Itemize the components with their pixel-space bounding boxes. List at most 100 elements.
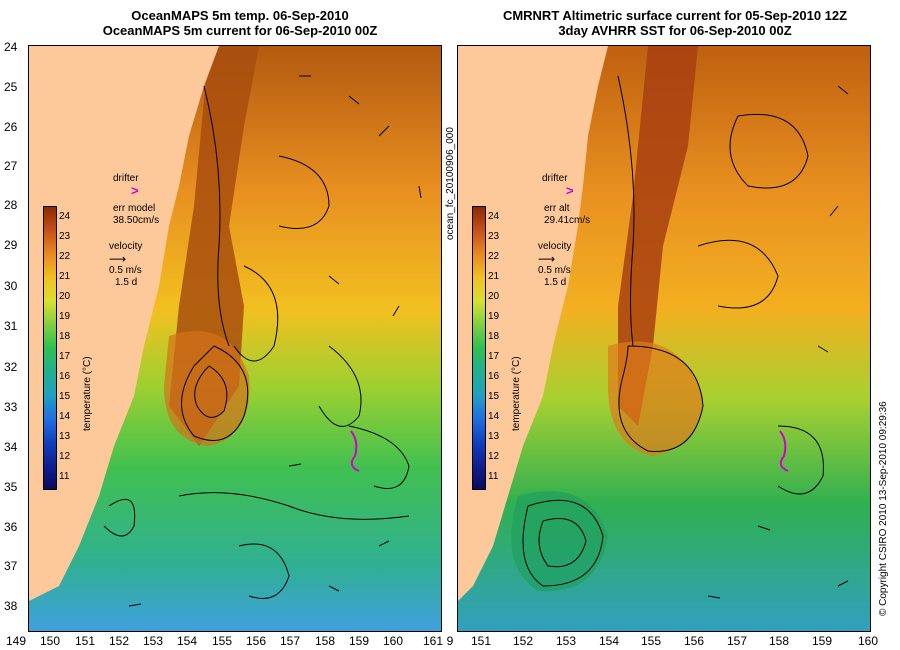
right-cb-tick: 24 — [488, 211, 500, 222]
right-cb-tick: 12 — [488, 451, 500, 462]
right-cb-tick: 13 — [488, 431, 500, 442]
y-tick-label: 26 — [4, 120, 18, 134]
left-x-tick-label: 154 — [176, 634, 198, 648]
left-cb-tick: 17 — [59, 351, 71, 362]
y-tick-label: 31 — [4, 319, 18, 333]
left-velocity-scale: 0.5 m/s — [109, 265, 142, 276]
left-cb-tick: 13 — [59, 431, 71, 442]
left-cb-tick: 24 — [59, 211, 71, 222]
right-cb-tick: 15 — [488, 391, 500, 402]
right-x-tick-label: 160 — [857, 634, 879, 648]
left-err-value: 38.50cm/s — [113, 215, 160, 226]
left-colorbar-title: temperature (°C) — [82, 356, 93, 431]
left-cb-tick: 16 — [59, 371, 71, 382]
left-x-tick-label: 159 — [348, 634, 370, 648]
left-warm-eddy — [164, 331, 250, 446]
right-x-prefix: 9 — [446, 634, 454, 648]
y-tick-label: 35 — [4, 480, 18, 494]
right-cb-tick: 14 — [488, 411, 500, 422]
left-x-tick-label: 156 — [245, 634, 267, 648]
right-drifter-label: drifter — [542, 173, 568, 184]
left-cb-tick: 11 — [59, 471, 70, 482]
y-tick-label: 29 — [4, 238, 18, 252]
left-cb-tick: 15 — [59, 391, 71, 402]
right-eac-core — [618, 46, 698, 426]
right-cb-tick: 19 — [488, 311, 500, 322]
right-cb-tick: 18 — [488, 331, 500, 342]
right-x-tick-label: 155 — [640, 634, 662, 648]
left-streamlines — [103, 85, 410, 599]
right-err-value: 29.41cm/s — [544, 215, 591, 226]
copyright-text: © Copyright CSIRO 2010 13-Sep-2010 09:29… — [878, 401, 889, 616]
right-cb-tick: 22 — [488, 251, 500, 262]
right-cb-tick: 11 — [488, 471, 499, 482]
left-x-tick-label: 153 — [142, 634, 164, 648]
right-x-tick-label: 154 — [598, 634, 620, 648]
left-cb-tick: 19 — [59, 311, 71, 322]
left-cb-tick: 14 — [59, 411, 71, 422]
left-colorbar — [43, 206, 57, 490]
right-title: CMRNRT Altimetric surface current for 05… — [455, 8, 895, 38]
right-colorbar-title: temperature (°C) — [511, 356, 522, 431]
left-x-tick-label: 157 — [279, 634, 301, 648]
left-x-tick-label: 161 — [422, 634, 444, 648]
right-warm-eddy — [608, 341, 703, 456]
right-map-panel: drifter > err alt 29.41cm/s velocity ⟶ 0… — [457, 45, 871, 632]
right-velocity-label: velocity — [538, 241, 572, 252]
left-cb-tick: 23 — [59, 231, 71, 242]
right-cb-tick: 23 — [488, 231, 500, 242]
right-x-tick-label: 151 — [470, 634, 492, 648]
left-drifter-arrow-icon: > — [131, 183, 139, 198]
y-tick-label: 27 — [4, 159, 18, 173]
right-title-line1: CMRNRT Altimetric surface current for 05… — [502, 8, 848, 23]
left-cb-tick: 21 — [59, 271, 71, 282]
y-tick-label: 33 — [4, 400, 18, 414]
right-velocity-block: velocity ⟶ 0.5 m/s 1.5 d — [538, 241, 571, 289]
left-x-tick-label: 158 — [314, 634, 336, 648]
right-streamlines — [522, 75, 824, 587]
left-map-svg — [29, 46, 441, 631]
left-x-tick-label: 160 — [382, 634, 404, 648]
right-cold-eddy — [511, 491, 608, 592]
left-velocity-time: 1.5 d — [115, 277, 138, 288]
right-colorbar — [472, 206, 486, 490]
middle-vertical-text: ocean_fc_20100906_000 — [445, 127, 456, 240]
left-err-block: err model 38.50cm/s — [113, 203, 159, 227]
right-velocity-time: 1.5 d — [544, 277, 567, 288]
right-cb-tick: 20 — [488, 291, 500, 302]
left-x-tick-label: 151 — [74, 634, 96, 648]
y-tick-label: 24 — [4, 40, 18, 54]
right-title-line2: 3day AVHRR SST for 06-Sep-2010 00Z — [558, 23, 792, 38]
right-velocity-scale: 0.5 m/s — [538, 265, 571, 276]
right-x-tick-label: 157 — [726, 634, 748, 648]
right-x-tick-label: 156 — [683, 634, 705, 648]
left-title-line2: OceanMAPS 5m current for 06-Sep-2010 00Z — [102, 23, 378, 38]
right-drifter-track — [779, 430, 789, 472]
right-x-tick-label: 153 — [555, 634, 577, 648]
left-vector-arrows — [128, 75, 422, 607]
left-drifter-legend: drifter > — [113, 173, 139, 197]
left-title-line1: OceanMAPS 5m temp. 06-Sep-2010 — [131, 8, 349, 23]
left-err-label: err model — [113, 203, 156, 214]
left-drifter-label: drifter — [113, 173, 139, 184]
y-tick-label: 25 — [4, 80, 18, 94]
right-x-tick-label: 158 — [768, 634, 790, 648]
right-drifter-legend: drifter > — [542, 173, 574, 197]
right-land — [458, 46, 608, 601]
left-land — [29, 46, 219, 601]
right-x-tick-label: 159 — [811, 634, 833, 648]
left-x-tick-label: 152 — [108, 634, 130, 648]
right-velocity-arrow-icon: ⟶ — [538, 252, 556, 266]
left-x-tick-label: 149 — [5, 634, 27, 648]
right-cb-tick: 21 — [488, 271, 500, 282]
y-tick-label: 32 — [4, 360, 18, 374]
y-tick-label: 34 — [4, 440, 18, 454]
left-x-tick-label: 155 — [211, 634, 233, 648]
left-cb-tick: 22 — [59, 251, 71, 262]
left-cb-tick: 20 — [59, 291, 71, 302]
left-drifter-track — [350, 430, 360, 472]
y-tick-label: 37 — [4, 559, 18, 573]
y-tick-label: 30 — [4, 279, 18, 293]
right-err-label: err alt — [544, 203, 570, 214]
right-drifter-arrow-icon: > — [566, 183, 574, 198]
